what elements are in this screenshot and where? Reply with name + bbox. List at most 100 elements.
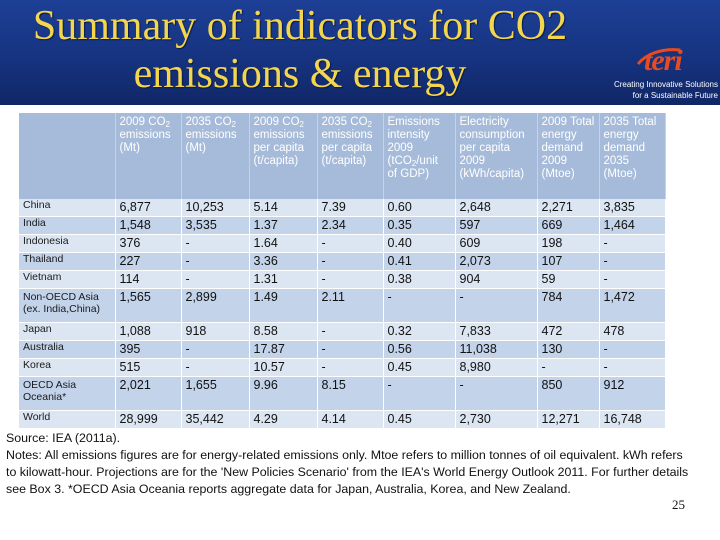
table-cell: 227 (115, 252, 182, 271)
table-cell: 35,442 (181, 410, 250, 429)
table-cell: 8,980 (455, 358, 538, 377)
row-label: OECD Asia Oceania* (19, 376, 116, 411)
table-cell: 7,833 (455, 322, 538, 341)
table-cell: 912 (599, 376, 666, 411)
table-row: Japan 1,088 918 8.58-0.32 7,833 472 478 (19, 322, 666, 341)
table-cell: 2,073 (455, 252, 538, 271)
table-cell: 2,899 (181, 288, 250, 323)
row-label-line: Indonesia (23, 235, 69, 247)
table-cell: - (181, 252, 250, 271)
table-cell: 609 (455, 234, 538, 253)
logo-wordmark: teri (644, 44, 683, 77)
table-cell: 0.35 (383, 216, 456, 235)
table-cell: - (537, 358, 600, 377)
table-header-row: 2009 CO2 emissions (Mt) 2035 CO2 emission… (19, 113, 666, 199)
table-cell: 1.31 (249, 270, 318, 289)
table-row: Australia 395-17.87-0.56 11,038 130- (19, 340, 666, 359)
row-label-line: Japan (23, 323, 52, 335)
table-cell: 7.39 (317, 199, 384, 217)
table-cell: - (181, 340, 250, 359)
table-cell: - (383, 288, 456, 323)
table-cell: 2,730 (455, 410, 538, 429)
table-cell: 8.58 (249, 322, 318, 341)
title-line-2: emissions & energy (133, 51, 467, 97)
table-cell: 918 (181, 322, 250, 341)
row-label: India (19, 216, 116, 235)
table-cell: 12,271 (537, 410, 600, 429)
header-subscript: 2 (299, 120, 304, 129)
table-cell: 2,271 (537, 199, 600, 217)
column-header: 2009 CO2 emissions (Mt) (115, 113, 182, 199)
table-cell: - (181, 234, 250, 253)
row-label: Non-OECD Asia (ex. India,China) (19, 288, 116, 323)
row-label: Vietnam (19, 270, 116, 289)
header-text: 2035 CO (185, 116, 232, 128)
table-cell: 784 (537, 288, 600, 323)
teri-logo-swoosh-icon (636, 48, 681, 66)
table-cell: - (599, 358, 666, 377)
table-cell: 3,535 (181, 216, 250, 235)
table-cell: 2,648 (455, 199, 538, 217)
table-cell: - (455, 376, 538, 411)
title-line-1: Summary of indicators for CO2 (32, 3, 568, 49)
column-header: 2035 Total energy demand 2035 (Mtoe) (599, 113, 666, 199)
table-cell: 5.14 (249, 199, 318, 217)
table-cell: 1,548 (115, 216, 182, 235)
table-cell: 8.15 (317, 376, 384, 411)
table-cell: 0.40 (383, 234, 456, 253)
table-cell: - (599, 252, 666, 271)
slide-header: Summary of indicators for CO2 emissions … (0, 0, 720, 105)
table-cell: - (317, 358, 384, 377)
column-header: Emissions intensity 2009 (tCO2/unit of G… (383, 113, 456, 199)
table-cell: 1,472 (599, 288, 666, 323)
header-text: Electricity consumption per capita 2009 … (459, 116, 525, 180)
table-cell: 395 (115, 340, 182, 359)
indicators-table: 2009 CO2 emissions (Mt) 2035 CO2 emission… (19, 113, 666, 429)
table-cell: 904 (455, 270, 538, 289)
header-text: emissions (Mt) (119, 129, 171, 154)
table-cell: - (181, 358, 250, 377)
table-cell: 3.36 (249, 252, 318, 271)
table-cell: 2.11 (317, 288, 384, 323)
row-label-line: China (23, 199, 51, 211)
table-cell: 1,655 (181, 376, 250, 411)
table-cell: 1.64 (249, 234, 318, 253)
table-cell: 107 (537, 252, 600, 271)
table-cell: - (317, 270, 384, 289)
header-text: 2035 CO (321, 116, 368, 128)
row-label: Indonesia (19, 234, 116, 253)
table-cell: 850 (537, 376, 600, 411)
table-cell: 1,088 (115, 322, 182, 341)
row-label-line: Australia (23, 341, 64, 353)
table-cell: 1.37 (249, 216, 318, 235)
teri-logo: teri Creating Innovative Solutions for a… (606, 40, 718, 102)
table-cell: - (317, 252, 384, 271)
table-cell: 130 (537, 340, 600, 359)
header-subscript: 2 (231, 120, 236, 129)
table-cell: 0.56 (383, 340, 456, 359)
header-text: emissions per capita (t/capita) (253, 129, 305, 167)
header-text: emissions (Mt) (185, 129, 237, 154)
row-label: Thailand (19, 252, 116, 271)
row-label-line: (ex. India,China) (23, 303, 101, 315)
table-cell: - (317, 340, 384, 359)
table-cell: 2,021 (115, 376, 182, 411)
table-cell: 0.45 (383, 410, 456, 429)
table-cell: 376 (115, 234, 182, 253)
table-cell: 198 (537, 234, 600, 253)
table-cell: - (599, 340, 666, 359)
table-cell: 0.45 (383, 358, 456, 377)
row-label: World (19, 410, 116, 429)
column-header: 2035 CO2 emissions per capita (t/capita) (317, 113, 384, 199)
notes-text: Notes: All emissions figures are for ene… (6, 448, 689, 496)
table-row: Indonesia 376-1.64-0.40 609 198- (19, 234, 666, 253)
table-row: China 6,877 10,253 5.14 7.39 0.60 2,648 2,271 3,… (19, 199, 666, 217)
table-cell: 0.32 (383, 322, 456, 341)
table-notes: Source: IEA (2011a). Notes: All emission… (6, 430, 696, 498)
logo-tagline-1: Creating Innovative Solutions (613, 80, 718, 89)
table-row: India 1,548 3,535 1.37 2.34 0.35 597 669 1,464 (19, 216, 666, 235)
table-cell: 597 (455, 216, 538, 235)
header-text: 2009 CO (253, 116, 300, 128)
table-cell: 515 (115, 358, 182, 377)
row-label: China (19, 199, 116, 217)
